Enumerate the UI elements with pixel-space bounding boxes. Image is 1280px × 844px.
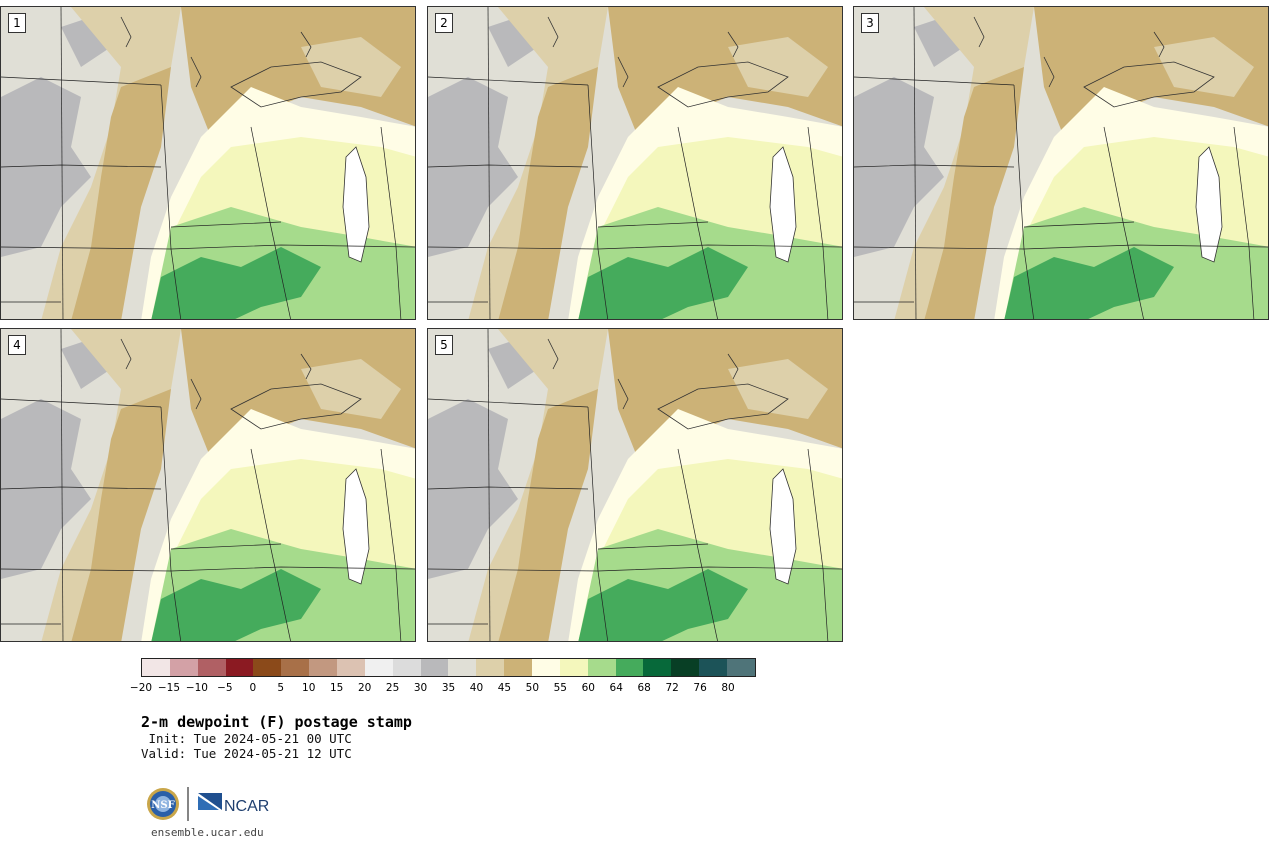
colorbar-tick-label: 60 — [581, 682, 595, 694]
colorbar — [141, 658, 756, 677]
colorbar-swatch — [699, 659, 728, 676]
colorbar-swatch — [420, 659, 449, 676]
ncar-text: NCAR — [224, 798, 269, 815]
colorbar-swatch — [309, 659, 338, 676]
colorbar-tick-label: 30 — [413, 682, 428, 694]
panel-number-label: 5 — [435, 335, 453, 355]
panel-number-label: 3 — [861, 13, 879, 33]
colorbar-tick-label: 45 — [497, 682, 512, 694]
panel-number-label: 1 — [8, 13, 26, 33]
colorbar-tick-label: 5 — [277, 682, 285, 694]
colorbar-swatch — [337, 659, 365, 676]
dewpoint-map — [1, 7, 415, 319]
colorbar-tick-label: −20 — [129, 682, 153, 694]
colorbar-tick-label: 64 — [609, 682, 623, 694]
ensemble-member-panel-4[interactable]: 4 — [0, 328, 416, 642]
colorbar-tick-label: 15 — [329, 682, 344, 694]
colorbar-swatch — [504, 659, 533, 676]
colorbar-tick-label: −5 — [217, 682, 233, 694]
colorbar-swatch — [197, 659, 226, 676]
colorbar-tick-label: 10 — [302, 682, 316, 694]
dewpoint-map — [854, 7, 1268, 319]
colorbar-tick-label: 50 — [525, 682, 540, 694]
colorbar-tick-label: 40 — [469, 682, 484, 694]
colorbar-swatch — [225, 659, 254, 676]
dewpoint-map — [1, 329, 415, 641]
colorbar-swatch — [169, 659, 198, 676]
valid-time: Valid: Tue 2024-05-21 12 UTC — [141, 746, 352, 761]
colorbar-swatch — [448, 659, 477, 676]
ensemble-member-panel-1[interactable]: 1 — [0, 6, 416, 320]
colorbar-tick-label: 72 — [665, 682, 679, 694]
logo-icon: NSF NCAR — [147, 787, 269, 821]
figure-title: 2-m dewpoint (F) postage stamp — [141, 713, 412, 731]
site-url[interactable]: ensemble.ucar.edu — [151, 826, 264, 839]
colorbar-tick-label: 76 — [693, 682, 707, 694]
colorbar-tick-label: 55 — [553, 682, 567, 694]
colorbar-ticks: −20 −15 −10 −5 0 5 10 15 20 25 30 35 40 45 50 55 60 64 68 7… — [130, 682, 756, 696]
colorbar-swatch — [253, 659, 282, 676]
colorbar-swatch — [392, 659, 421, 676]
colorbar-tick-label: 35 — [441, 682, 456, 694]
colorbar-swatch — [559, 659, 588, 676]
colorbar-swatch — [142, 659, 170, 676]
colorbar-tick-label: 20 — [357, 682, 372, 694]
ensemble-member-panel-3[interactable]: 3 — [853, 6, 1269, 320]
ensemble-member-panel-2[interactable]: 2 — [427, 6, 843, 320]
colorbar-tick-label: 25 — [385, 682, 400, 694]
panel-number-label: 2 — [435, 13, 453, 33]
ensemble-member-panel-5[interactable]: 5 — [427, 328, 843, 642]
colorbar-swatch — [476, 659, 505, 676]
colorbar-swatch — [532, 659, 560, 676]
colorbar-tick-label: 68 — [637, 682, 651, 694]
colorbar-swatch — [643, 659, 672, 676]
colorbar-tick-label: 0 — [249, 682, 257, 694]
dewpoint-map — [428, 329, 842, 641]
colorbar-swatch — [727, 659, 755, 676]
nsf-text: NSF — [151, 800, 174, 811]
panel-number-label: 4 — [8, 335, 26, 355]
nsf-ncar-logo[interactable]: NSF NCAR — [145, 786, 275, 822]
colorbar-swatch — [671, 659, 700, 676]
colorbar-swatch — [587, 659, 616, 676]
colorbar-tick-label: −10 — [185, 682, 208, 694]
colorbar-swatch — [615, 659, 644, 676]
dewpoint-map — [428, 7, 842, 319]
colorbar-tick-label: 80 — [721, 682, 735, 694]
init-time: Init: Tue 2024-05-21 00 UTC — [141, 731, 352, 746]
colorbar-swatch — [364, 659, 393, 676]
colorbar-swatch — [281, 659, 310, 676]
colorbar-tick-label: −15 — [157, 682, 181, 694]
